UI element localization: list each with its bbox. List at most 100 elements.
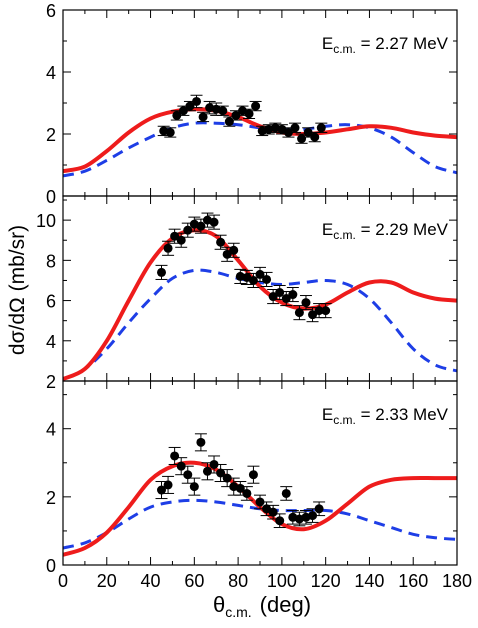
data-point [299, 295, 312, 311]
data-point [216, 105, 229, 116]
data-marker [255, 497, 265, 507]
data-marker [192, 96, 202, 106]
panel-plot-area [63, 94, 457, 178]
panel-plot-area [63, 433, 457, 557]
x-axis-label-subscript: c.m. [225, 604, 251, 620]
panel-3: 0 2 4 Ec.m. = 2.33 MeV [46, 380, 458, 576]
y-tick-label: 2 [46, 372, 56, 392]
x-tick-label: 160 [398, 571, 428, 591]
data-marker [163, 480, 173, 490]
y-axis-label: dσ/dΩ (mb/sr) [6, 225, 29, 355]
data-point [313, 501, 326, 517]
y-tick-label: 6 [46, 1, 56, 21]
energy-annotation-subscript: c.m. [333, 413, 356, 427]
data-point [247, 465, 260, 484]
data-point [240, 486, 253, 501]
x-axis: 0 20 40 60 80 100 120 140 160 180 [58, 571, 472, 591]
data-marker [189, 482, 199, 492]
energy-annotation: Ec.m. = 2.29 MeV [322, 220, 449, 242]
data-marker [321, 306, 331, 316]
data-point [221, 246, 234, 262]
data-point [201, 212, 214, 228]
data-marker [314, 504, 324, 514]
data-marker [209, 459, 219, 469]
y-tick-label: 0 [46, 187, 56, 207]
data-point [227, 477, 240, 496]
x-tick-label: 140 [354, 571, 384, 591]
data-point [162, 240, 175, 256]
data-marker [176, 461, 186, 471]
x-axis-label-symbol: θ [213, 592, 225, 617]
energy-annotation: Ec.m. = 2.27 MeV [322, 34, 449, 56]
data-marker [183, 225, 193, 235]
energy-annotation-value: = 2.29 MeV [356, 220, 449, 239]
data-marker [209, 217, 219, 227]
y-tick-label: 2 [46, 488, 56, 508]
x-tick-label: 40 [141, 571, 161, 591]
data-point [168, 446, 181, 465]
energy-annotation-main: E [322, 220, 333, 239]
data-marker [303, 127, 313, 137]
data-marker [196, 221, 206, 231]
data-point [280, 291, 293, 307]
x-axis-label-unit: (deg) [260, 592, 311, 617]
x-tick-label: 120 [311, 571, 341, 591]
data-marker [301, 298, 311, 308]
data-marker [288, 290, 298, 300]
data-point [286, 286, 299, 303]
energy-annotation-subscript: c.m. [333, 228, 356, 242]
x-tick-label: 80 [228, 571, 248, 591]
data-point [289, 122, 302, 133]
data-marker [216, 468, 226, 478]
data-point [282, 127, 295, 138]
data-point [280, 486, 293, 501]
data-point [155, 264, 168, 280]
data-point [177, 105, 190, 116]
data-marker [218, 106, 228, 116]
panels-group: 0 2 4 6 Ec.m. = 2.27 MeV 2 4 6 8 10 Ec.m. = 2.29 M… [36, 1, 458, 576]
data-marker [165, 127, 175, 137]
data-point [201, 462, 214, 481]
data-marker [183, 470, 193, 480]
data-marker [268, 292, 278, 302]
data-marker [281, 488, 291, 498]
data-marker [248, 470, 258, 480]
panel-1: 0 2 4 6 Ec.m. = 2.27 MeV [46, 1, 458, 207]
data-marker [224, 117, 234, 127]
data-point [286, 509, 299, 525]
data-point [273, 513, 286, 529]
data-marker [157, 267, 166, 277]
y-tick-label: 6 [46, 292, 56, 312]
data-marker [170, 231, 180, 241]
y-tick-label: 8 [46, 251, 56, 271]
data-marker [262, 274, 272, 284]
panel-plot-area [63, 212, 457, 381]
solid-fit-curve [63, 228, 457, 381]
data-marker [297, 134, 307, 144]
data-marker [170, 451, 180, 461]
data-point [243, 108, 256, 119]
data-marker [202, 466, 212, 476]
x-tick-label: 0 [58, 571, 68, 591]
data-marker [268, 507, 278, 517]
panel-2: 2 4 6 8 10 Ec.m. = 2.29 MeV [36, 195, 458, 392]
data-point [273, 284, 286, 301]
y-tick-label: 4 [46, 63, 56, 83]
data-point [214, 234, 227, 250]
data-point [168, 228, 181, 244]
data-point [190, 94, 203, 109]
data-marker [248, 275, 258, 285]
data-point [183, 100, 196, 112]
data-marker [242, 488, 252, 498]
data-marker [229, 245, 239, 255]
data-point [194, 433, 207, 452]
y-tick-label: 4 [46, 332, 56, 352]
x-tick-label: 180 [442, 571, 472, 591]
data-marker [316, 123, 326, 133]
data-point [155, 481, 168, 500]
data-marker [163, 243, 173, 253]
energy-annotation: Ec.m. = 2.33 MeV [322, 405, 449, 427]
data-marker [178, 106, 188, 116]
energy-annotation-main: E [322, 405, 333, 424]
